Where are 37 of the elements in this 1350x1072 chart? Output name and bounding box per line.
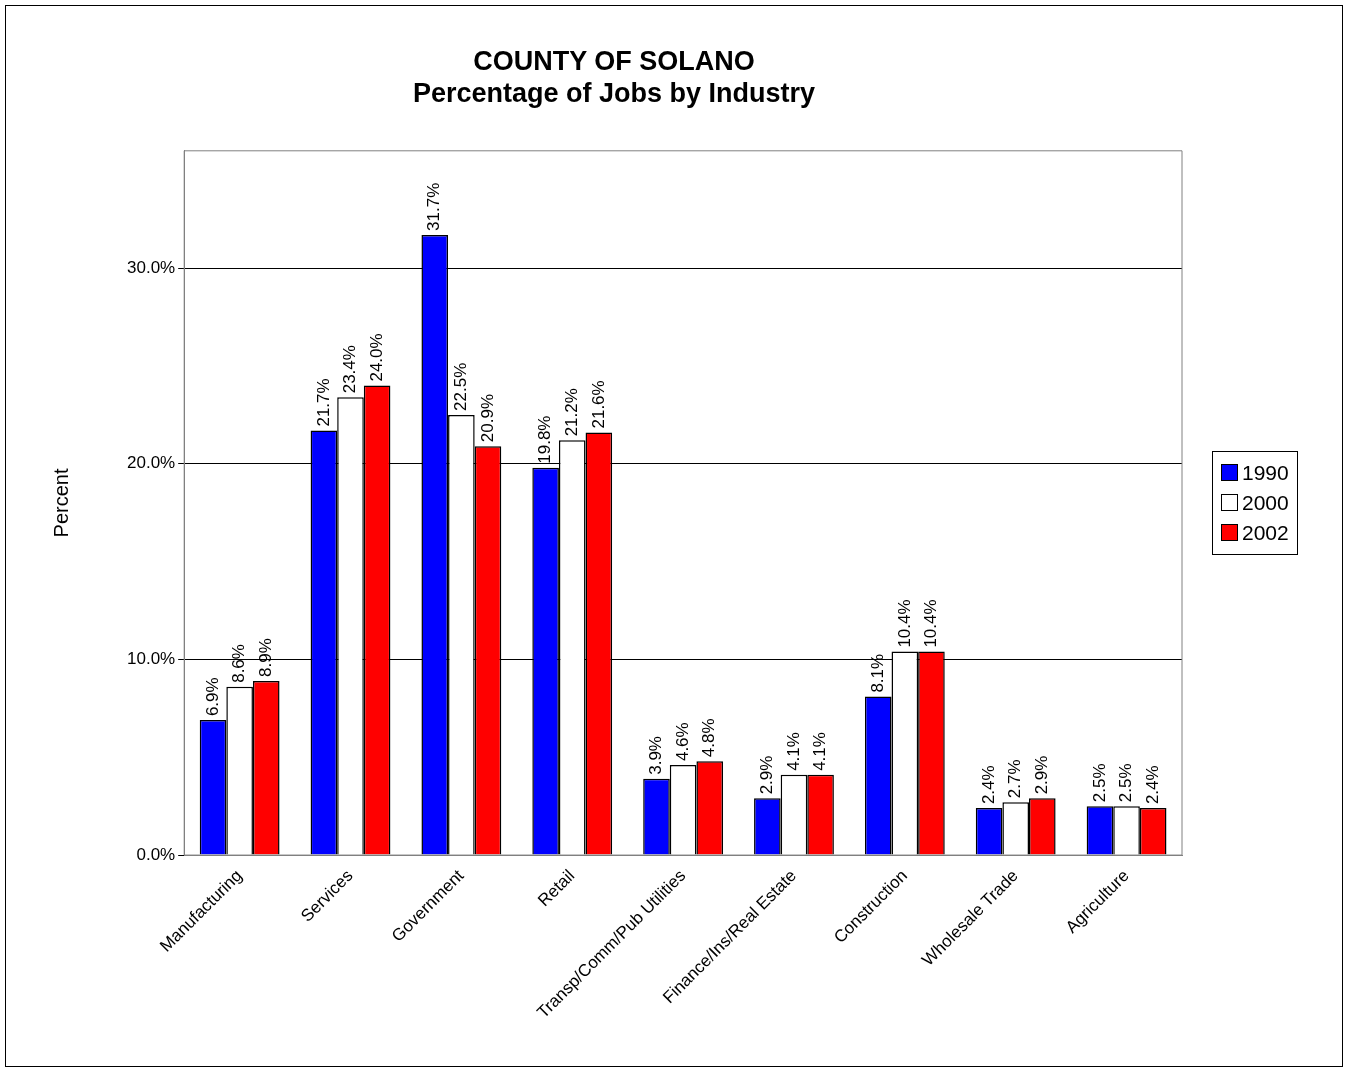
data-label: 2.5% bbox=[1116, 763, 1136, 803]
data-label: 2.5% bbox=[1089, 763, 1109, 803]
legend-label: 2002 bbox=[1242, 519, 1289, 546]
data-label: 4.1% bbox=[810, 732, 830, 771]
data-label: 22.5% bbox=[451, 362, 471, 411]
data-label: 19.8% bbox=[535, 415, 555, 464]
y-tick-label: 0.0% bbox=[136, 844, 176, 864]
data-label: 21.6% bbox=[588, 380, 608, 429]
y-tick-label: 20.0% bbox=[127, 453, 176, 473]
legend-label: 1990 bbox=[1242, 459, 1289, 486]
data-label: 2.9% bbox=[757, 755, 777, 795]
data-label: 3.9% bbox=[646, 736, 666, 775]
data-label: 4.1% bbox=[783, 732, 803, 771]
data-label: 24.0% bbox=[366, 333, 386, 382]
data-label: 10.4% bbox=[894, 599, 914, 648]
y-tick-label: 30.0% bbox=[127, 257, 176, 277]
y-axis-title: Percent bbox=[49, 468, 72, 538]
data-label: 2.4% bbox=[978, 765, 998, 805]
data-label: 4.8% bbox=[699, 718, 719, 758]
data-label: 23.4% bbox=[340, 345, 360, 394]
data-label: 2.4% bbox=[1142, 765, 1162, 805]
data-label: 21.7% bbox=[313, 378, 333, 427]
y-tick-label: 10.0% bbox=[127, 649, 176, 669]
text: 2000 bbox=[1242, 489, 1289, 516]
data-label: 6.9% bbox=[202, 677, 222, 717]
text: Percentage of Jobs by Industry bbox=[412, 78, 816, 109]
data-label: 2.9% bbox=[1032, 755, 1051, 795]
data-label: 8.1% bbox=[867, 653, 887, 693]
data-label: 2.7% bbox=[1005, 759, 1025, 799]
data-label: 4.6% bbox=[672, 722, 692, 762]
data-label: 21.2% bbox=[561, 388, 581, 437]
data-label: 20.9% bbox=[477, 394, 497, 443]
text: COUNTY OF SOLANO bbox=[473, 45, 755, 76]
data-label: 8.9% bbox=[255, 638, 275, 677]
data-label: 10.4% bbox=[921, 599, 941, 648]
data-label: 31.7% bbox=[424, 182, 444, 231]
data-label: 8.6% bbox=[229, 644, 249, 683]
